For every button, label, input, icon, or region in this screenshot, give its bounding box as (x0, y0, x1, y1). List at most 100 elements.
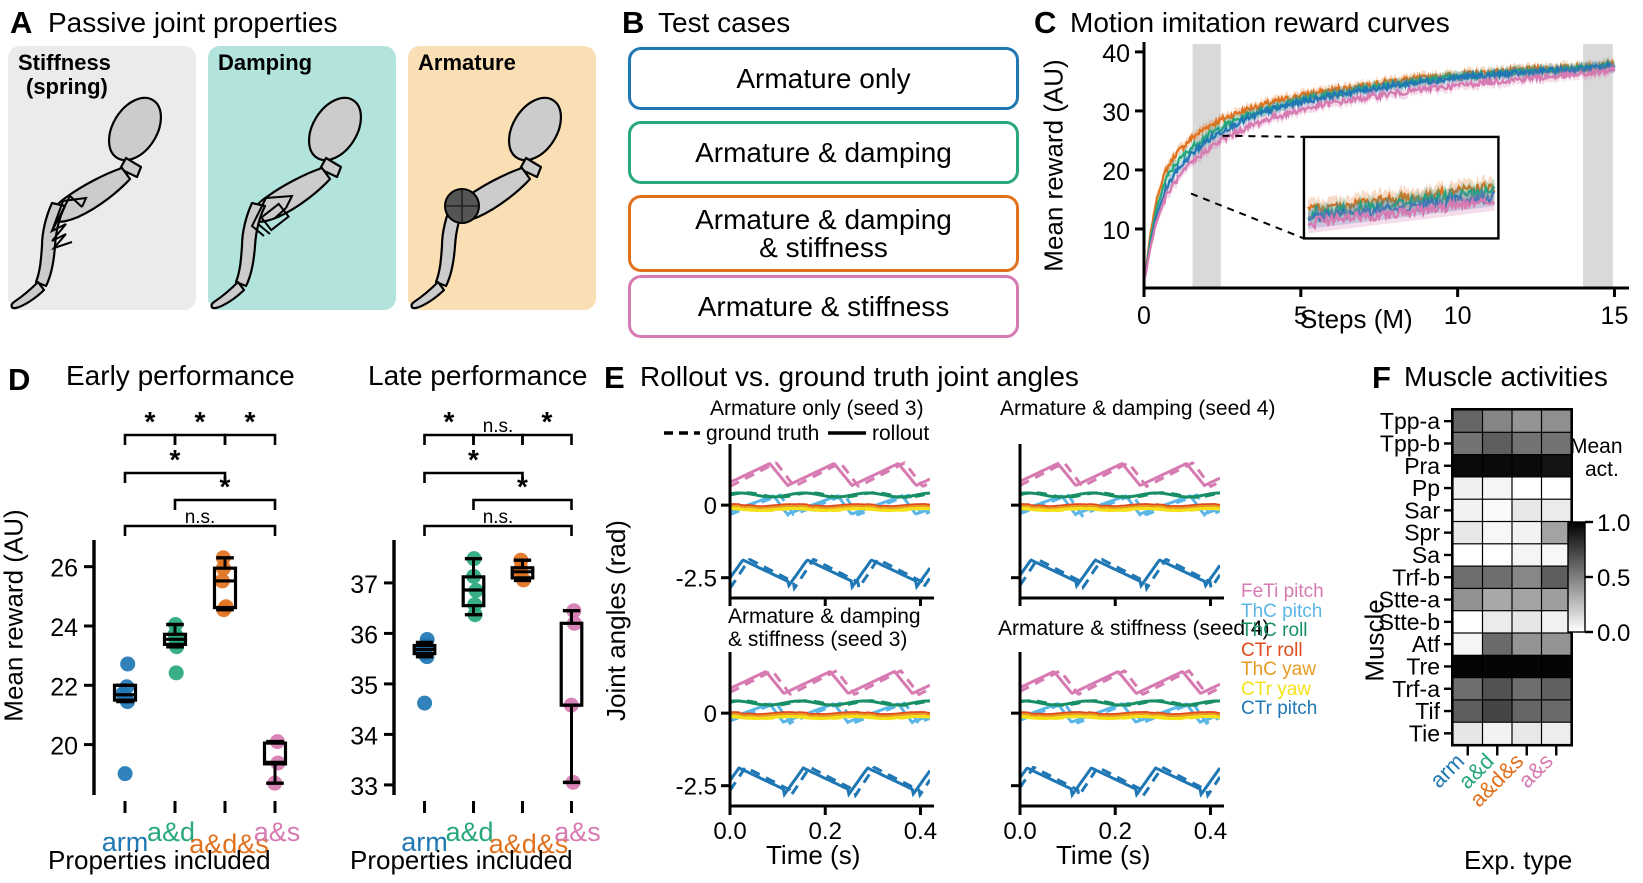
x-tick-label: 0.0 (1003, 818, 1036, 845)
significance-label: n.s. (185, 507, 216, 528)
card-damping-label: Damping (218, 50, 313, 75)
heatmap-cell (1512, 678, 1541, 700)
significance-label: * (542, 406, 553, 437)
inset-connector-top (1222, 134, 1304, 138)
significance-label: * (245, 406, 256, 437)
heatmap-cell (1453, 432, 1482, 454)
test-case-armature-damping[interactable]: Armature & damping (628, 121, 1019, 184)
y-tick-label: 40 (1102, 40, 1130, 68)
panel-e-subplot3-title-line2: & stiffness (seed 3) (728, 628, 908, 651)
heatmap-cell (1453, 611, 1482, 633)
heatmap-cell (1542, 499, 1571, 521)
x-tick-label: 0.4 (1194, 818, 1227, 845)
x-tick-label-a-d-s: a&d&s (489, 829, 569, 859)
x-tick-label-a-d-s: a&d&s (189, 829, 269, 859)
test-case-label: Armature only (736, 62, 911, 94)
heatmap-row-label: Tie (1409, 720, 1440, 746)
test-case-armature-stiffness[interactable]: Armature & stiffness (628, 275, 1019, 338)
panel-f: F Muscle activities Tpp-a Tpp-b Pra Pp Sar Sp… (1360, 340, 1643, 883)
rollout-CTr-yaw (730, 507, 930, 512)
x-tick-label: 0.0 (713, 818, 746, 845)
y-tick-label: 20 (50, 733, 78, 761)
heatmap-row-label: Tre (1406, 653, 1440, 679)
panel-d-ylabel: Mean reward (AU) (0, 509, 29, 722)
colorbar-label-line2: act. (1585, 458, 1619, 481)
heatmap-cell (1512, 477, 1541, 499)
panel-e-style-legend (664, 431, 866, 435)
y-tick-label: 0 (704, 493, 717, 520)
significance-label: * (220, 471, 231, 502)
heatmap-cell (1453, 522, 1482, 544)
card-armature-label: Armature (418, 50, 516, 75)
rollout-FeTi-pitch (1020, 669, 1220, 696)
rollout-FeTi-pitch (730, 462, 930, 488)
heatmap-row-label: Stte-a (1379, 587, 1441, 613)
box (412, 643, 437, 656)
heatmap-row-label: Sar (1404, 497, 1440, 523)
heatmap-cell (1512, 455, 1541, 477)
inset-line-a&s (1307, 196, 1496, 231)
test-case-armature-damping-stiffness[interactable]: Armature & damping & stiffness (628, 195, 1019, 272)
leg-diagram-damping (210, 96, 363, 310)
significance-bracket (123, 524, 277, 536)
heatmap-cell (1512, 566, 1541, 588)
heatmap-cell (1483, 678, 1512, 700)
heatmap-cell (1483, 611, 1512, 633)
y-tick-label: 30 (1102, 99, 1130, 127)
heatmap-cell (1542, 410, 1571, 432)
panel-a-card-stiffness: Stiffness (spring) (8, 46, 196, 310)
box (212, 566, 238, 610)
heatmap-cell (1542, 633, 1571, 655)
heatmap-cell (1483, 477, 1512, 499)
heatmap-cell (1542, 455, 1571, 477)
panel-e: E Rollout vs. ground truth joint angles … (600, 340, 1370, 883)
heatmap-cell (1512, 499, 1541, 521)
rollout-CTr-roll (730, 711, 930, 717)
test-case-label: Armature & damping (695, 136, 952, 168)
test-case-armature-only[interactable]: Armature only (628, 47, 1019, 110)
joint-legend-item-thc-pitch: ThC pitch (1241, 600, 1323, 622)
test-case-label-line1: Armature & damping (695, 203, 952, 235)
panel-e-legend-ground-truth: ground truth (706, 422, 820, 445)
card-stiffness-label-line2: (spring) (26, 74, 108, 99)
muscle-activity-heatmap: Tpp-aTpp-bPraPpSarSprSaTrf-bStte-aStte-b… (1379, 408, 1630, 812)
rollout-ThC-roll (1020, 699, 1220, 707)
significance-bracket (123, 471, 227, 483)
heatmap-cell (1483, 700, 1512, 722)
heatmap-cell (1453, 566, 1482, 588)
heatmap-cell (1512, 410, 1541, 432)
box (112, 683, 138, 702)
panel-b-letter: B (622, 5, 645, 40)
panel-f-ylabel: Muscle (1359, 599, 1390, 682)
heatmap-cell (1453, 544, 1482, 566)
heatmap-cell (1483, 566, 1512, 588)
significance-bracket (423, 471, 524, 483)
panel-e-subplot4-title: Armature & stiffness (seed 4) (998, 617, 1270, 640)
ground-truth-ThC-pitch (730, 493, 930, 517)
panel-a-card-damping: Damping (208, 46, 396, 310)
heatmap-cell (1483, 633, 1512, 655)
joint-legend-item-thc-yaw: ThC yaw (1241, 659, 1316, 681)
y-tick-label: -2.5 (676, 566, 717, 593)
panel-a-letter: A (10, 5, 33, 40)
ground-truth-CTr-pitch (730, 557, 930, 593)
significance-bracket (521, 433, 573, 445)
reward-line-arm (1143, 61, 1616, 277)
heatmap-row-label: Tpp-a (1380, 408, 1440, 434)
heatmap-row-label: Tif (1415, 698, 1440, 724)
heatmap-cell (1512, 700, 1541, 722)
x-tick-label: 10 (1444, 302, 1472, 330)
heatmap-cell (1483, 544, 1512, 566)
joint-legend-item-ctr-pitch: CTr pitch (1241, 698, 1318, 720)
panel-c-xlabel: Steps (M) (1300, 304, 1413, 334)
panel-c: C Motion imitation reward curves 10 20 30 4… (1032, 0, 1643, 340)
heatmap-cell (1483, 410, 1512, 432)
y-tick-label: 10 (1102, 217, 1130, 245)
panel-e-legend-rollout: rollout (872, 422, 930, 445)
x-tick-label-a-d: a&d (445, 817, 493, 847)
y-tick-label: 24 (50, 614, 78, 642)
heatmap-cell (1512, 633, 1541, 655)
joint-legend-item-ctr-roll: CTr roll (1241, 639, 1303, 661)
heatmap-row-label: Trf-b (1392, 564, 1440, 590)
significance-bracket (472, 498, 573, 510)
